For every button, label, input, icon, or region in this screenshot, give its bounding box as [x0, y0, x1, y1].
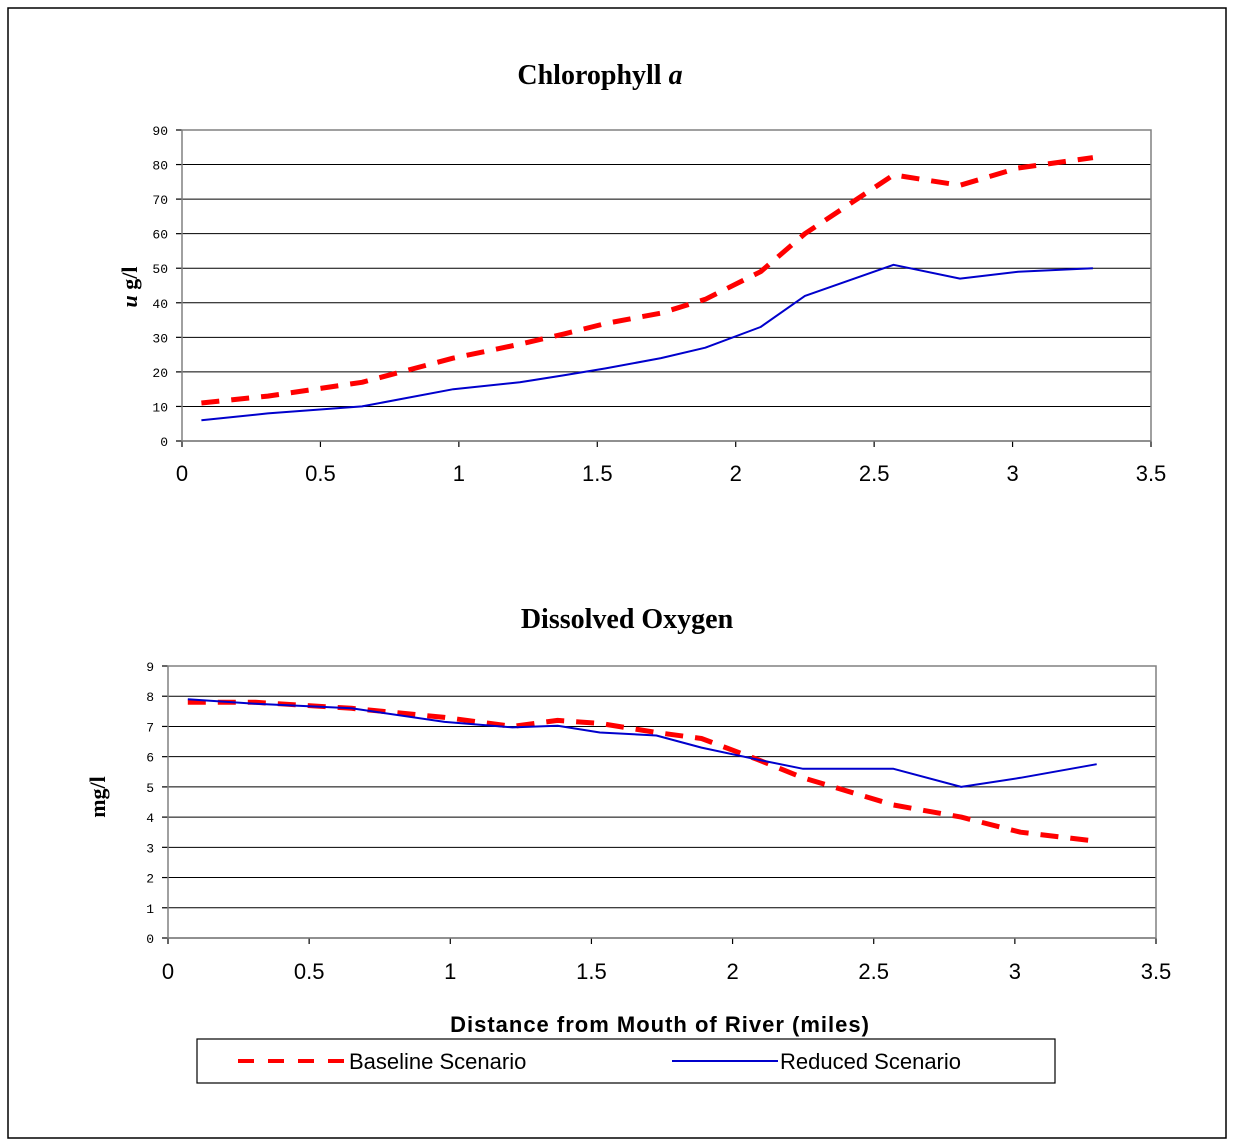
chlorophyll-y-label: u g/l	[117, 267, 142, 308]
dissolved-oxygen-x-tick-label: 0.5	[294, 959, 325, 984]
legend-reduced-label: Reduced Scenario	[780, 1049, 961, 1074]
chlorophyll-chart: Chlorophyll a u g/l 0102030405060708090 …	[117, 60, 1166, 486]
chlorophyll-y-tick-label: 40	[152, 297, 168, 312]
dissolved-oxygen-y-tick-label: 4	[146, 811, 154, 826]
dissolved-oxygen-y-tick-label: 0	[146, 932, 154, 947]
dissolved-oxygen-x-tick-label: 2.5	[858, 959, 889, 984]
chlorophyll-y-tick-label: 50	[152, 262, 168, 277]
chlorophyll-x-tick-label: 3.5	[1136, 461, 1167, 486]
dissolved-oxygen-y-ticks: 0 1 2 3 4 5 6 7 8 9	[146, 660, 168, 947]
chlorophyll-x-tick-label: 0	[176, 461, 188, 486]
dissolved-oxygen-series	[187, 698, 1097, 844]
chlorophyll-x-tick-label: 1	[453, 461, 465, 486]
dissolved-oxygen-y-tick-label: 6	[146, 751, 154, 766]
chlorophyll-gridlines	[182, 164, 1151, 407]
dissolved-oxygen-y-tick-label: 8	[146, 690, 154, 705]
figure-frame	[7, 7, 1227, 1139]
dissolved-oxygen-chart: Dissolved Oxygen mg/l 0 1 2 3 4 5 6 7 8 9 0 0.5 1 1.…	[85, 604, 1171, 1037]
dissolved-oxygen-y-tick-label: 2	[146, 872, 154, 887]
chlorophyll-y-tick-label: 20	[152, 366, 168, 381]
dissolved-oxygen-plot-area	[167, 665, 1157, 939]
chlorophyll-y-label-italic: u	[117, 295, 142, 307]
chlorophyll-title-text: Chlorophyll	[517, 60, 661, 91]
dissolved-oxygen-y-label: mg/l	[85, 776, 110, 818]
chlorophyll-plot-area	[181, 129, 1152, 442]
chlorophyll-x-tick-label: 2.5	[859, 461, 890, 486]
legend: Baseline Scenario Reduced Scenario	[196, 1038, 1056, 1084]
chlorophyll-y-tick-label: 0	[160, 435, 168, 450]
dissolved-oxygen-x-tick-label: 3	[1009, 959, 1021, 984]
chlorophyll-y-tick-label: 30	[152, 331, 168, 346]
dissolved-oxygen-gridlines	[168, 695, 1156, 909]
dissolved-oxygen-x-tick-label: 1	[444, 959, 456, 984]
chlorophyll-y-tick-label: 80	[152, 159, 168, 174]
chlorophyll-series	[201, 155, 1094, 422]
chlorophyll-x-tick-label: 1.5	[582, 461, 613, 486]
dissolved-oxygen-y-tick-label: 3	[146, 841, 154, 856]
dissolved-oxygen-y-tick-label: 1	[146, 902, 154, 917]
chlorophyll-x-tick-label: 2	[730, 461, 742, 486]
chlorophyll-y-ticks: 0 10 20 30 40 50 60 70 80 90	[152, 124, 182, 450]
legend-baseline-label: Baseline Scenario	[349, 1049, 526, 1074]
dissolved-oxygen-y-tick-label: 5	[146, 781, 154, 796]
chlorophyll-y-tick-label: 60	[152, 228, 168, 243]
dissolved-oxygen-x-tick-label: 2	[726, 959, 738, 984]
chlorophyll-series-baseline-line	[201, 155, 1094, 406]
dissolved-oxygen-y-tick-label: 9	[146, 660, 154, 675]
chlorophyll-y-label-text: g/l	[117, 267, 142, 296]
chlorophyll-y-tick-label: 90	[152, 124, 168, 139]
chlorophyll-series-reduced-line	[201, 263, 1093, 422]
x-axis-label: Distance from Mouth of River (miles)	[450, 1012, 870, 1037]
dissolved-oxygen-series-baseline-line	[187, 699, 1097, 844]
dissolved-oxygen-series-reduced-line	[187, 698, 1097, 788]
dissolved-oxygen-x-tick-label: 1.5	[576, 959, 607, 984]
chlorophyll-y-tick-label: 10	[152, 400, 168, 415]
dissolved-oxygen-y-tick-label: 7	[146, 720, 154, 735]
dissolved-oxygen-title: Dissolved Oxygen	[521, 604, 734, 635]
chlorophyll-y-tick-label: 70	[152, 193, 168, 208]
dissolved-oxygen-x-tick-label: 3.5	[1141, 959, 1172, 984]
chlorophyll-x-tick-label: 3	[1006, 461, 1018, 486]
chlorophyll-x-tick-label: 0.5	[305, 461, 336, 486]
chlorophyll-title-italic: a	[669, 60, 683, 91]
chlorophyll-title: Chlorophyll a	[517, 60, 682, 91]
dissolved-oxygen-x-tick-label: 0	[162, 959, 174, 984]
